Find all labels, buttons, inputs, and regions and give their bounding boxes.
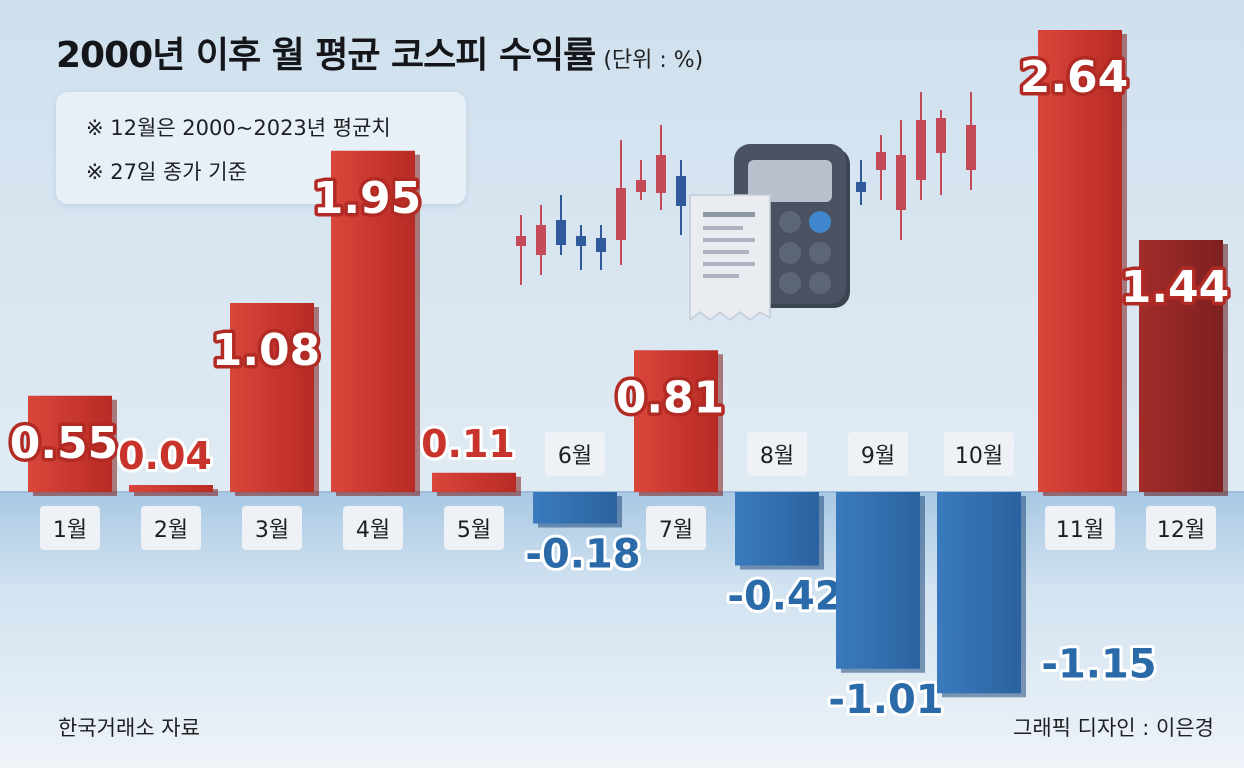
value-label-5: 0.11: [421, 422, 515, 466]
credit-note: 그래픽 디자인 : 이은경: [1013, 716, 1214, 740]
note-2: ※ 27일 종가 기준: [86, 160, 247, 184]
unit-label: (단위 : %): [603, 48, 704, 73]
bar-12: [1139, 240, 1223, 492]
month-label-box-4: [343, 506, 403, 550]
bar-9: [836, 492, 920, 669]
receipt-icon: [689, 194, 771, 322]
bar-11: [1038, 30, 1122, 492]
month-label-box-6: [545, 432, 605, 476]
month-label-3: 3월: [255, 518, 289, 543]
value-label-10: -1.15: [1041, 641, 1156, 687]
month-label-2: 2월: [154, 518, 188, 543]
month-label-box-11: [1045, 506, 1115, 550]
source-note: 한국거래소 자료: [58, 716, 200, 740]
chart-title-text: 2000년 이후 월 평균 코스피 수익률: [56, 35, 596, 76]
bar-3: [230, 303, 314, 492]
month-label-11: 11월: [1056, 518, 1104, 543]
month-label-1: 1월: [53, 518, 87, 543]
value-label-7: 0.81: [616, 372, 725, 423]
value-label-9: -1.01: [828, 677, 943, 723]
value-label-1: 0.55: [10, 418, 119, 469]
bar-8: [735, 492, 819, 566]
value-label-8: -0.42: [727, 574, 842, 620]
month-label-4: 4월: [356, 518, 390, 543]
bars-layer: 0.55 1월 0.04 2월 1.08 3월 1.95 4월 0.11 5월 6월 -0.18 0.8…: [6, 30, 1233, 726]
bar-2: [129, 485, 213, 492]
bar-7: [634, 350, 718, 492]
value-label-2: 0.04: [118, 434, 212, 478]
month-label-6: 6월: [558, 444, 592, 469]
month-label-box-9: [848, 432, 908, 476]
value-label-11: 2.64: [1020, 52, 1129, 103]
month-label-7: 7월: [659, 518, 693, 543]
value-label-6: -0.18: [525, 532, 640, 578]
month-label-12: 12월: [1157, 518, 1205, 543]
month-label-box-3: [242, 506, 302, 550]
bar-10: [937, 492, 1021, 694]
value-label-4: 1.95: [313, 173, 422, 224]
month-label-box-2: [141, 506, 201, 550]
candlestick-illustration: [516, 92, 976, 285]
value-label-3: 1.08: [212, 325, 321, 376]
bar-5: [432, 472, 516, 492]
month-label-box-7: [646, 506, 706, 550]
month-label-box-10: [944, 432, 1014, 476]
month-label-9: 9월: [861, 444, 895, 469]
bar-4: [331, 150, 415, 492]
month-label-5: 5월: [457, 518, 491, 543]
lower-panel: [0, 492, 1244, 768]
chart-title: 2000년 이후 월 평균 코스피 수익률 (단위 : %): [56, 26, 703, 78]
value-label-12: 1.44: [1121, 262, 1230, 313]
month-label-box-12: [1146, 506, 1216, 550]
month-label-10: 10월: [955, 444, 1003, 469]
note-1: ※ 12월은 2000~2023년 평균치: [86, 116, 391, 140]
month-label-box-5: [444, 506, 504, 550]
bar-6: [533, 492, 617, 524]
bar-shadow-2: [134, 489, 218, 496]
bar-1: [28, 395, 112, 492]
month-label-box-8: [747, 432, 807, 476]
month-label-8: 8월: [760, 444, 794, 469]
month-label-box-1: [40, 506, 100, 550]
